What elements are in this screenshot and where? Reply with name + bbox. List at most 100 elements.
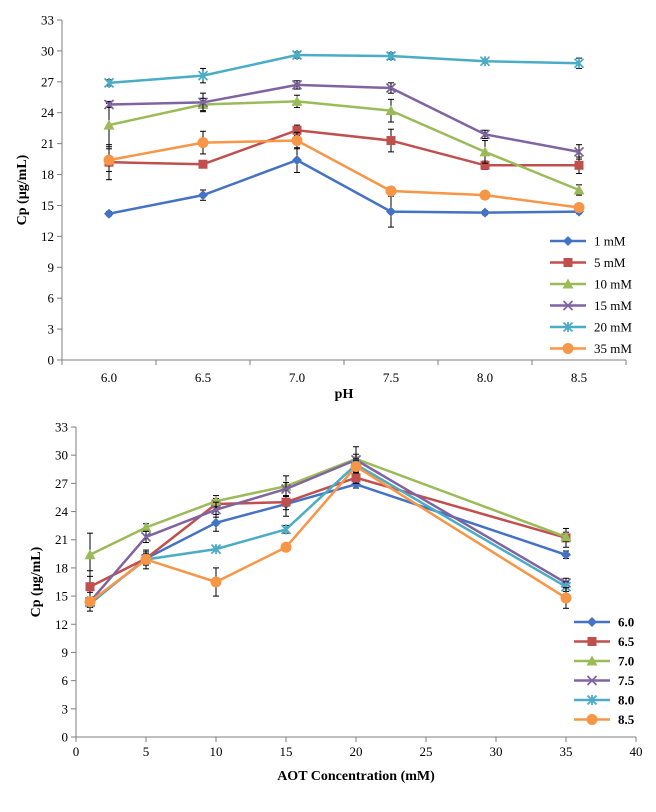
data-point: [140, 531, 152, 543]
data-point: [210, 504, 222, 515]
y-tick-label: 0: [48, 353, 55, 368]
x-tick-label: 0: [73, 744, 80, 759]
marker-shape: [198, 159, 208, 169]
data-point: [385, 82, 397, 94]
legend-item: 6.5: [574, 634, 635, 649]
marker-shape: [563, 258, 573, 267]
legend-item: 20 mM: [550, 320, 632, 335]
data-point: [385, 105, 397, 116]
data-point: [291, 49, 303, 61]
legend-label: 1 mM: [594, 234, 626, 249]
data-point: [104, 208, 114, 219]
marker-shape: [563, 236, 573, 246]
data-point: [85, 582, 95, 592]
marker-shape: [480, 207, 490, 218]
y-tick-label: 33: [41, 13, 54, 28]
y-tick-label: 30: [41, 43, 54, 58]
x-axis-title: AOT Concentration (mM): [277, 769, 435, 784]
data-point: [84, 596, 96, 608]
marker-shape: [479, 146, 491, 157]
x-tick-label: 35: [560, 744, 573, 759]
data-point: [210, 576, 222, 588]
y-tick-label: 27: [55, 476, 69, 491]
data-point: [480, 207, 490, 218]
legend-label: 10 mM: [594, 277, 632, 292]
marker-shape: [573, 184, 585, 195]
series-15-mM: [103, 79, 585, 160]
y-tick-label: 24: [55, 504, 69, 519]
legend-marker: [586, 675, 598, 686]
series-line: [108, 139, 580, 209]
data-point: [573, 184, 585, 195]
x-tick-label: 8.5: [571, 370, 587, 385]
x-axis-title: pH: [335, 387, 354, 402]
data-point: [479, 56, 491, 67]
data-point: [561, 549, 571, 560]
data-point: [140, 553, 152, 565]
series-35-mM: [103, 130, 585, 214]
legend-item: 8.5: [574, 712, 635, 727]
data-point: [210, 543, 222, 555]
marker-shape: [385, 185, 397, 197]
data-point: [103, 77, 115, 88]
y-tick-label: 3: [48, 322, 55, 337]
marker-shape: [479, 129, 491, 140]
marker-shape: [84, 596, 96, 608]
y-tick-label: 21: [41, 136, 54, 151]
marker-shape: [291, 49, 303, 61]
marker-shape: [350, 460, 362, 472]
marker-shape: [573, 202, 585, 214]
marker-shape: [291, 79, 303, 91]
data-point: [385, 50, 397, 62]
data-point: [351, 473, 361, 483]
marker-shape: [573, 58, 585, 69]
legend-marker: [586, 694, 598, 706]
data-point: [280, 541, 292, 553]
data-point: [198, 190, 208, 201]
series-1-mM: [104, 147, 584, 228]
data-point: [386, 206, 396, 217]
series-line: [108, 83, 580, 154]
marker-shape: [480, 160, 490, 170]
marker-shape: [587, 637, 597, 646]
legend: 6.0 6.5 7.0 7.5 8.0 8.5: [574, 615, 635, 727]
marker-shape: [280, 524, 292, 535]
marker-shape: [280, 483, 292, 495]
legend-marker: [563, 258, 573, 267]
data-point: [140, 522, 152, 533]
data-point: [479, 189, 491, 201]
data-point: [574, 160, 584, 170]
legend-item: 7.5: [574, 673, 635, 688]
legend-label: 20 mM: [594, 320, 632, 335]
marker-shape: [85, 582, 95, 592]
marker-shape: [562, 321, 574, 333]
series-7-5: [84, 446, 572, 607]
data-point: [197, 97, 209, 108]
series-line: [108, 158, 580, 215]
marker-shape: [562, 278, 574, 289]
y-axis-title: Cp (µg/mL): [15, 154, 30, 225]
marker-shape: [574, 160, 584, 170]
y-tick-label: 24: [41, 105, 55, 120]
legend-marker: [562, 300, 574, 311]
marker-shape: [562, 343, 574, 354]
x-tick-label: 25: [420, 744, 433, 759]
legend-item: 15 mM: [550, 298, 632, 313]
legend-label: 35 mM: [594, 341, 632, 356]
data-point: [210, 495, 222, 506]
marker-shape: [210, 543, 222, 555]
marker-shape: [140, 553, 152, 565]
marker-shape: [210, 576, 222, 588]
marker-shape: [104, 208, 114, 219]
legend-label: 8.5: [618, 712, 635, 727]
data-point: [291, 95, 303, 106]
marker-shape: [198, 190, 208, 201]
data-point: [480, 160, 490, 170]
legend-item: 6.0: [574, 615, 634, 630]
legend-marker: [562, 321, 574, 333]
chart-cp-vs-ph: 0 3 6 9 12 15 18 21 24 27 30 33 6.0 6.5 7.0 7.5 8.0 8.5 pH…: [15, 13, 632, 403]
marker-shape: [386, 206, 396, 217]
marker-shape: [586, 694, 598, 706]
legend: 1 mM 5 mM 10 mM 15 mM 20 mM 35 mM: [550, 234, 632, 356]
x-tick-label: 6.5: [195, 370, 211, 385]
